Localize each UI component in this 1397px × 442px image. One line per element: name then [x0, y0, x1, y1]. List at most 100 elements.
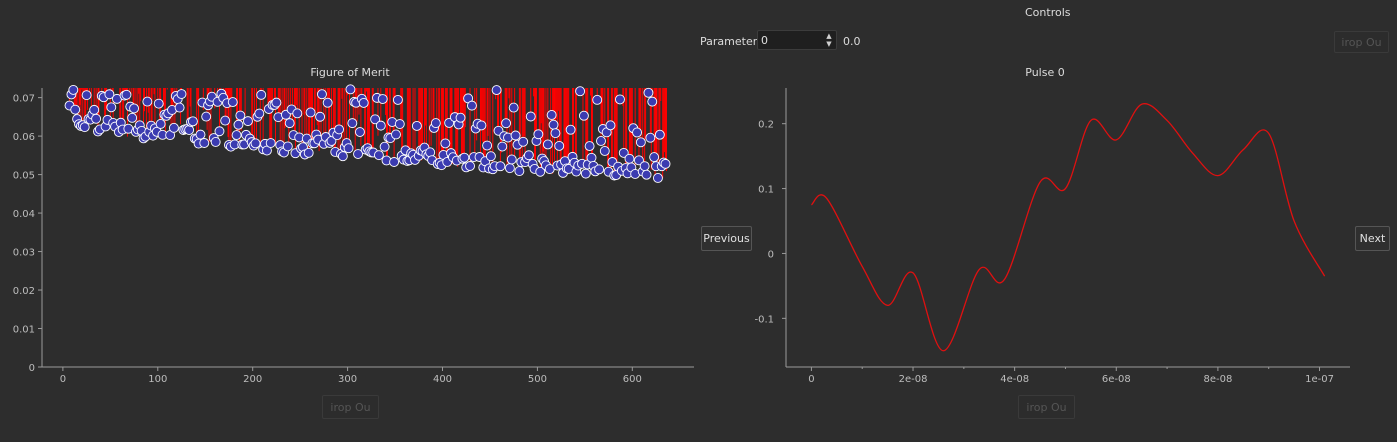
data-point: [391, 129, 401, 140]
data-point: [265, 138, 276, 148]
data-point: [546, 110, 557, 120]
data-point: [168, 122, 179, 133]
next-button[interactable]: Next: [1355, 226, 1390, 251]
data-point: [501, 118, 512, 129]
data-point: [174, 102, 185, 113]
data-point: [605, 120, 616, 131]
bottom-left-button[interactable]: irop Ou: [322, 395, 379, 419]
x-tick-label: 200: [243, 374, 262, 385]
x-tick-label: 1e-07: [1305, 374, 1334, 385]
data-point: [643, 87, 654, 98]
data-point: [284, 118, 295, 129]
data-point: [533, 129, 544, 140]
data-point: [466, 100, 477, 111]
data-point: [550, 128, 561, 139]
data-point: [91, 113, 102, 124]
data-point: [322, 97, 333, 108]
data-point: [652, 173, 663, 183]
data-point: [220, 115, 231, 126]
y-tick-label: 0.03: [13, 248, 35, 259]
data-point: [482, 140, 493, 151]
data-point: [347, 118, 358, 129]
plot-area: -0.1 0 0.1 0.2 0 2e-08 4e-08 6e-08 8e-08 1e-07: [754, 88, 1350, 385]
top-right-button[interactable]: irop Ou: [1334, 31, 1389, 53]
data-point: [599, 146, 610, 156]
data-point: [586, 152, 597, 163]
data-point: [411, 120, 422, 131]
data-point: [256, 89, 267, 100]
data-point: [635, 137, 646, 148]
data-point: [127, 112, 138, 123]
data-point: [106, 102, 117, 113]
x-tick-label: 0: [60, 374, 66, 385]
controls-title: Controls: [1025, 6, 1071, 19]
x-tick-label: 8e-08: [1203, 374, 1232, 385]
chart-title: Pulse 0: [1025, 66, 1064, 79]
x-tick-label: 300: [338, 374, 357, 385]
data-point: [592, 94, 603, 105]
bottom-right-button[interactable]: irop Ou: [1018, 395, 1075, 419]
data-point: [89, 104, 100, 115]
x-tick-label: 100: [148, 374, 167, 385]
data-point: [282, 141, 293, 152]
data-point: [495, 161, 506, 172]
data-point: [459, 152, 470, 163]
data-point: [235, 110, 246, 121]
pulse-line: [810, 103, 1326, 352]
data-point: [580, 168, 591, 179]
data-point: [554, 140, 565, 151]
data-point: [578, 110, 589, 121]
data-point: [645, 132, 656, 143]
data-point: [375, 120, 386, 131]
data-point: [430, 118, 441, 129]
data-point: [70, 104, 81, 115]
data-point: [334, 124, 345, 135]
chevron-down-icon[interactable]: ▼: [826, 40, 832, 48]
parameter-spinbox[interactable]: 0 ▲ ▼: [757, 30, 837, 50]
data-point: [81, 90, 92, 101]
y-tick-label: 0: [29, 363, 35, 374]
data-point: [654, 129, 665, 140]
y-tick-label: 0.04: [13, 209, 35, 220]
data-point: [660, 158, 671, 169]
data-point: [121, 89, 132, 100]
data-point: [370, 114, 381, 125]
data-point: [497, 141, 508, 152]
data-point: [440, 138, 451, 149]
data-point: [504, 163, 515, 174]
parameter-spinbox-value: 0: [761, 34, 768, 47]
data-point: [565, 124, 576, 135]
chevron-up-icon[interactable]: ▲: [826, 32, 832, 40]
data-point: [392, 94, 403, 105]
data-point: [377, 94, 388, 104]
parameter-label: Parameter: [700, 35, 758, 48]
data-point: [641, 169, 652, 180]
data-point: [548, 119, 559, 130]
parameter-display: 0.0: [843, 35, 861, 48]
data-point: [210, 137, 221, 147]
data-point: [354, 127, 365, 137]
data-point: [476, 120, 487, 131]
data-point: [518, 136, 529, 147]
y-tick-label: 0.06: [13, 132, 35, 143]
data-point: [575, 86, 586, 97]
y-tick-label: 0.07: [13, 94, 35, 105]
data-point: [199, 138, 210, 148]
data-point: [465, 161, 475, 171]
previous-button[interactable]: Previous: [701, 226, 752, 251]
data-point: [227, 97, 238, 108]
data-point: [317, 89, 327, 100]
data-point: [195, 129, 206, 140]
data-point: [343, 143, 354, 154]
data-point: [242, 116, 253, 127]
data-point: [187, 116, 198, 127]
data-point: [596, 136, 606, 146]
data-point: [104, 89, 115, 100]
data-point: [79, 122, 90, 133]
data-point: [353, 149, 363, 159]
data-point: [345, 84, 356, 95]
chart-title: Figure of Merit: [310, 66, 390, 79]
y-tick-label: 0.01: [13, 325, 35, 336]
data-point: [639, 161, 650, 172]
x-tick-label: 2e-08: [899, 374, 928, 385]
